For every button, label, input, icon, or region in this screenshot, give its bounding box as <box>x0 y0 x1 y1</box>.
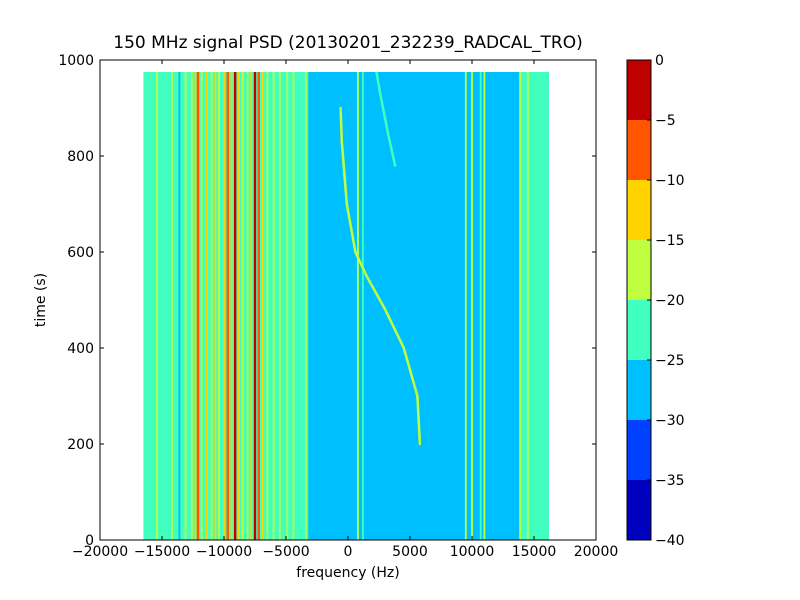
spectral-line-37 <box>483 72 486 540</box>
spectral-line-38 <box>519 72 522 540</box>
spectral-line-4 <box>178 72 181 540</box>
colorbar-tick-label: −10 <box>655 173 685 189</box>
chart-title: 150 MHz signal PSD (20130201_232239_RADC… <box>113 33 582 53</box>
heatmap-layer <box>143 72 549 540</box>
spectral-line-7 <box>194 72 197 540</box>
spectral-line-18 <box>237 72 240 540</box>
x-tick-label: −10000 <box>196 544 252 560</box>
colorbar-tick-label: −30 <box>655 413 685 429</box>
colorbar-tick-label: 0 <box>655 53 664 69</box>
y-tick-label: 200 <box>67 437 94 453</box>
spectral-line-6 <box>190 72 193 540</box>
colorbar-tick-label: −5 <box>655 113 676 129</box>
colorbar-segment-4 <box>627 240 651 300</box>
colorbar-segment-7 <box>627 60 651 120</box>
spectral-line-17 <box>233 72 237 540</box>
spectral-line-8 <box>196 72 200 540</box>
spectral-line-11 <box>210 72 213 540</box>
spectral-line-33 <box>361 72 364 540</box>
x-axis-label: frequency (Hz) <box>296 565 399 581</box>
x-tick-label: 20000 <box>574 544 619 560</box>
spectral-line-10 <box>205 72 208 540</box>
x-tick-label: 5000 <box>392 544 428 560</box>
spectral-line-26 <box>272 72 275 540</box>
colorbar-tick-label: −35 <box>655 473 685 489</box>
spectral-line-9 <box>200 72 203 540</box>
spectral-line-12 <box>214 72 217 540</box>
spectral-line-13 <box>218 72 220 540</box>
spectral-line-34 <box>464 72 467 540</box>
y-tick-label: 1000 <box>58 53 94 69</box>
spectral-line-24 <box>261 72 264 540</box>
spectral-line-31 <box>304 72 307 540</box>
colorbar-tick-label: −15 <box>655 233 685 249</box>
spectral-line-30 <box>299 72 302 540</box>
x-tick-label: −15000 <box>134 544 190 560</box>
spectral-line-35 <box>471 72 473 540</box>
spectral-line-22 <box>253 72 257 540</box>
colorbar: −40 −35 −30 −25 −20 −15 −10 −5 0 <box>626 53 685 549</box>
y-tick-label: 0 <box>85 533 94 549</box>
spectral-line-20 <box>246 72 249 540</box>
colorbar-segment-0 <box>627 480 651 540</box>
spectral-line-2 <box>163 72 166 540</box>
colorbar-segment-3 <box>627 300 651 360</box>
colorbar-segment-2 <box>627 360 651 420</box>
spectral-line-5 <box>184 72 187 540</box>
x-tick-label: 0 <box>344 544 353 560</box>
spectral-line-15 <box>226 72 229 540</box>
x-tick-label: −5000 <box>262 544 309 560</box>
spectral-line-36 <box>479 72 482 540</box>
y-axis-label: time (s) <box>33 273 49 327</box>
colorbar-segment-5 <box>627 180 651 240</box>
colorbar-tick-label: −25 <box>655 353 685 369</box>
signal-trace-0 <box>339 106 422 446</box>
spectral-line-40 <box>533 72 535 540</box>
x-tick-label: −20000 <box>72 544 128 560</box>
spectral-line-23 <box>257 72 260 540</box>
colorbar-segment-6 <box>627 120 651 180</box>
spectral-line-3 <box>171 72 173 540</box>
spectral-line-32 <box>357 72 359 540</box>
spectral-line-14 <box>223 72 225 540</box>
spectral-line-21 <box>250 72 253 540</box>
spectral-line-1 <box>156 72 158 540</box>
y-tick-label: 400 <box>67 341 94 357</box>
heatmap-data <box>143 72 549 540</box>
spectral-line-28 <box>286 72 289 540</box>
spectral-line-29 <box>292 72 295 540</box>
colorbar-tick-label: −40 <box>655 533 685 549</box>
spectral-line-16 <box>230 72 233 540</box>
spectral-line-19 <box>241 72 244 540</box>
axes: −20000 −15000 −10000 −5000 0 5000 10000 15000 20… <box>58 53 618 560</box>
x-tick-label: 15000 <box>512 544 557 560</box>
colorbar-segment-1 <box>627 420 651 480</box>
colorbar-tick-label: −20 <box>655 293 685 309</box>
spectral-line-27 <box>278 72 281 540</box>
spectral-line-39 <box>526 72 529 540</box>
signal-trace-1 <box>375 72 397 167</box>
y-tick-label: 600 <box>67 245 94 261</box>
x-tick-label: 10000 <box>450 544 495 560</box>
spectral-line-25 <box>266 72 269 540</box>
spectral-line-0 <box>148 72 151 540</box>
heatmap-band-1 <box>180 72 309 540</box>
y-tick-label: 800 <box>67 149 94 165</box>
